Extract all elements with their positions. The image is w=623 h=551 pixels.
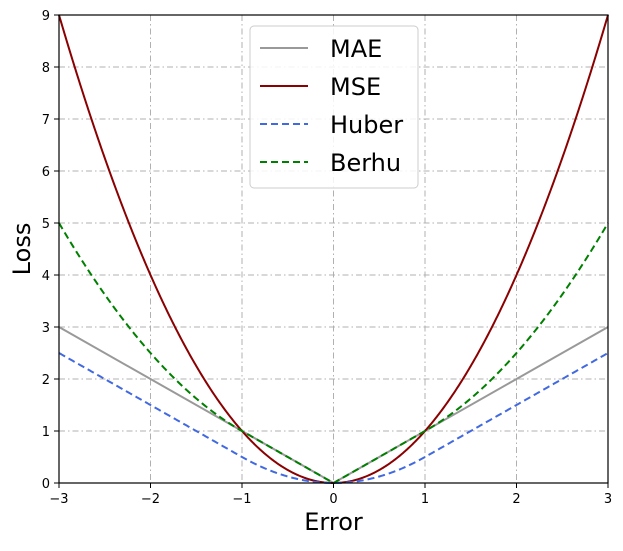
x-axis-label: Error [304,508,363,536]
legend-label-mse: MSE [330,73,381,101]
x-tick-label: −2 [141,492,160,507]
y-tick-label: 3 [42,321,50,336]
legend: MAE MSE Huber Berhu [249,25,419,189]
series-line-huber [58,352,609,484]
y-tick-label: 9 [42,9,50,24]
x-tick-label: −3 [49,492,68,507]
legend-label-huber: Huber [330,111,403,139]
y-tick-label: 8 [42,61,50,76]
y-tick-label: 6 [42,165,50,180]
y-tick-label: 2 [42,373,50,388]
x-tick-label: −1 [232,492,251,507]
ticks: −3 −2 −1 0 1 2 3 0 1 2 3 4 5 6 7 8 9 [42,9,612,507]
series-line-mae [58,326,609,485]
x-tick-label: 3 [604,492,612,507]
x-tick-label: 2 [512,492,520,507]
y-tick-label: 4 [42,269,50,284]
x-tick-label: 0 [329,492,337,507]
y-tick-label: 5 [42,217,50,232]
y-tick-label: 0 [42,477,50,492]
legend-label-mae: MAE [330,35,382,63]
y-tick-label: 1 [42,425,50,440]
y-tick-label: 7 [42,113,50,128]
x-tick-label: 1 [421,492,429,507]
legend-label-berhu: Berhu [330,149,401,177]
legend-box [249,25,419,189]
y-axis-label: Loss [8,223,36,276]
